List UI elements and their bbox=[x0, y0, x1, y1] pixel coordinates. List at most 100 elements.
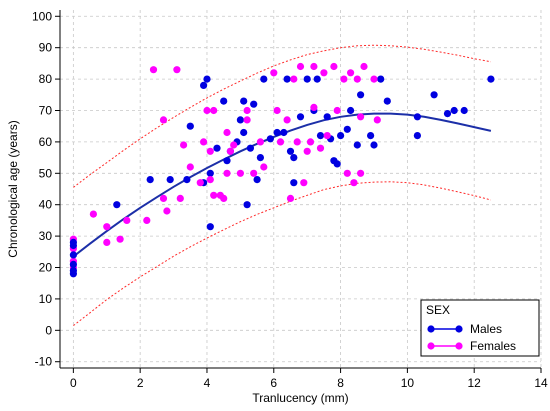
y-tick-label: 60 bbox=[39, 135, 53, 149]
data-point-females bbox=[200, 138, 208, 146]
y-axis-title: Chronological age (years) bbox=[6, 120, 20, 257]
data-point-males bbox=[487, 75, 495, 83]
data-point-males bbox=[250, 100, 258, 108]
legend-marker-females bbox=[427, 342, 435, 350]
data-point-females bbox=[250, 169, 258, 177]
data-point-females bbox=[230, 141, 238, 149]
data-point-females bbox=[173, 66, 181, 74]
data-point-females bbox=[220, 194, 228, 202]
data-point-males bbox=[377, 75, 385, 83]
data-point-females bbox=[350, 179, 358, 187]
legend-title: SEX bbox=[426, 303, 450, 317]
data-point-females bbox=[243, 106, 251, 115]
data-point-males bbox=[166, 176, 174, 184]
data-point-females bbox=[273, 106, 281, 115]
data-point-females bbox=[256, 138, 264, 146]
y-tick-label: 30 bbox=[39, 229, 53, 243]
data-point-females bbox=[330, 62, 338, 71]
data-point-females bbox=[89, 210, 97, 218]
data-point-females bbox=[210, 191, 218, 199]
data-point-males bbox=[69, 238, 77, 246]
data-point-females bbox=[163, 207, 171, 215]
data-point-males bbox=[323, 113, 331, 121]
x-axis-title: Tranlucency (mm) bbox=[252, 391, 348, 405]
y-tick-label: 10 bbox=[39, 292, 53, 306]
fit-lines bbox=[72, 44, 492, 326]
data-point-males bbox=[186, 122, 194, 130]
data-point-males bbox=[273, 128, 281, 137]
data-point-females bbox=[283, 116, 291, 124]
data-point-males bbox=[413, 132, 421, 140]
data-point-females bbox=[316, 144, 325, 152]
data-point-females bbox=[300, 179, 308, 187]
data-point-females bbox=[333, 106, 341, 115]
data-point-males bbox=[113, 201, 121, 209]
data-point-females bbox=[186, 163, 194, 171]
data-point-males bbox=[413, 113, 421, 121]
data-point-females bbox=[290, 75, 298, 83]
data-point-females bbox=[123, 216, 131, 224]
x-tick-label: 0 bbox=[70, 376, 77, 390]
x-tick-label: 14 bbox=[534, 376, 548, 390]
data-point-females bbox=[370, 75, 378, 83]
data-point-males bbox=[460, 106, 468, 115]
y-tick-label: 50 bbox=[39, 166, 53, 180]
data-point-females bbox=[357, 113, 365, 121]
data-point-females bbox=[373, 116, 381, 124]
data-point-males bbox=[203, 75, 211, 83]
data-point-females bbox=[347, 69, 355, 77]
data-point-males bbox=[343, 125, 351, 133]
data-point-females bbox=[226, 147, 234, 155]
data-point-females bbox=[353, 75, 361, 83]
data-point-males bbox=[383, 97, 391, 105]
x-tick-label: 2 bbox=[137, 376, 144, 390]
data-point-females bbox=[323, 132, 331, 140]
x-tick-label: 10 bbox=[401, 376, 415, 390]
data-point-males bbox=[333, 160, 341, 168]
data-point-males bbox=[220, 97, 228, 105]
data-point-females bbox=[180, 141, 188, 149]
data-point-males bbox=[206, 223, 214, 231]
data-point-females bbox=[210, 106, 218, 115]
data-point-males bbox=[296, 113, 305, 121]
y-tick-label: -10 bbox=[35, 355, 53, 369]
y-tick-label: 80 bbox=[39, 72, 53, 86]
data-point-males bbox=[146, 176, 154, 184]
data-point-females bbox=[293, 138, 301, 146]
data-point-females bbox=[159, 116, 168, 124]
data-point-males bbox=[443, 110, 452, 118]
y-tick-label: 70 bbox=[39, 103, 53, 117]
legend: SEX Males Females bbox=[420, 299, 540, 357]
data-point-males bbox=[69, 267, 77, 275]
data-point-females bbox=[340, 75, 348, 83]
data-point-males bbox=[313, 75, 321, 83]
legend-marker-males bbox=[455, 325, 463, 333]
data-point-males bbox=[183, 176, 191, 184]
data-point-females bbox=[296, 62, 305, 71]
data-point-females bbox=[196, 179, 204, 187]
lower-prediction-band bbox=[73, 181, 492, 326]
data-point-females bbox=[360, 62, 368, 71]
data-point-females bbox=[149, 66, 158, 74]
data-point-females bbox=[276, 138, 285, 146]
data-point-males bbox=[240, 128, 248, 137]
data-point-females bbox=[223, 128, 231, 137]
data-point-males bbox=[240, 97, 248, 105]
y-ticks: -10 0 10 20 30 40 50 60 70 80 90 100 bbox=[32, 9, 60, 369]
data-point-females bbox=[343, 169, 351, 177]
data-point-males bbox=[316, 132, 325, 140]
data-point-females bbox=[206, 147, 214, 155]
data-point-males bbox=[69, 251, 77, 259]
legend-label-females: Females bbox=[470, 339, 516, 353]
data-point-males bbox=[246, 144, 254, 152]
data-point-males bbox=[286, 147, 295, 155]
data-point-males bbox=[200, 81, 208, 89]
y-tick-label: 20 bbox=[39, 261, 53, 275]
data-point-females bbox=[260, 163, 268, 171]
legend-marker-males bbox=[427, 325, 435, 333]
data-point-males bbox=[303, 75, 311, 83]
data-point-males bbox=[353, 141, 361, 149]
y-tick-label: 40 bbox=[39, 198, 53, 212]
legend-marker-females bbox=[455, 342, 463, 350]
